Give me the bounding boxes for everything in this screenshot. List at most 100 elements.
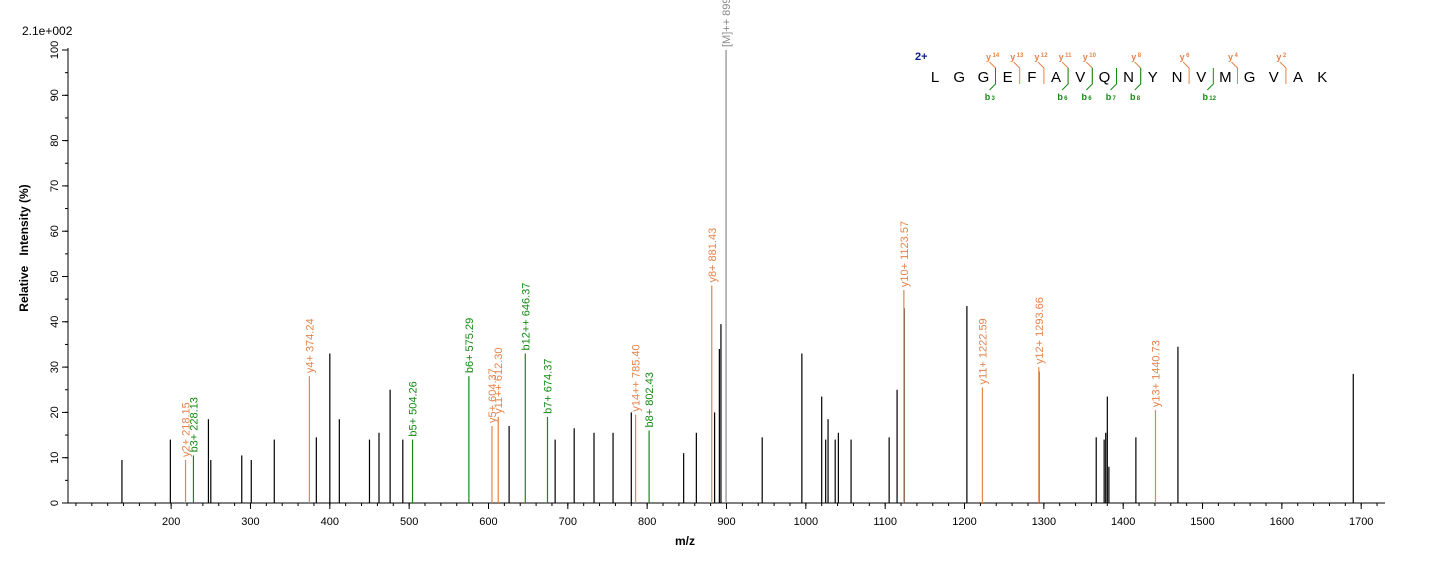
y-tick-label: 10 bbox=[49, 452, 61, 464]
y-axis-title: Relative Intensity (%) bbox=[17, 184, 31, 311]
y-ion-index: 10 bbox=[1089, 53, 1096, 59]
x-tick-label: 1500 bbox=[1190, 516, 1214, 528]
b-ion-tag: b bbox=[985, 92, 991, 102]
y-ion-marker bbox=[1061, 61, 1069, 84]
y-tick-label: 40 bbox=[49, 316, 61, 328]
y-ion-tag: y bbox=[1228, 52, 1233, 62]
y-tick-label: 30 bbox=[49, 361, 61, 373]
x-axis-title: m/z bbox=[675, 534, 695, 548]
sequence-residue: Y bbox=[1148, 69, 1158, 86]
y-tick-label: 70 bbox=[49, 180, 61, 192]
y-tick-label: 80 bbox=[49, 134, 61, 146]
x-tick-label: 1300 bbox=[1032, 516, 1056, 528]
b-ion-index: 8 bbox=[1137, 96, 1141, 102]
sequence-residue: F bbox=[1027, 69, 1036, 86]
b-ion-tag: b bbox=[1203, 92, 1209, 102]
b-ion-label: b12++ 646.37 bbox=[520, 283, 532, 351]
y-ion-index: 14 bbox=[993, 53, 1000, 59]
x-tick-label: 600 bbox=[479, 516, 497, 528]
y-ion-label: y13+ 1440.73 bbox=[1151, 340, 1163, 407]
y-ion-index: 2 bbox=[1283, 53, 1287, 59]
y-ion-tag: y bbox=[1083, 52, 1088, 62]
y-ion-marker bbox=[1279, 61, 1287, 84]
y-ion-label: y10+ 1123.57 bbox=[899, 221, 911, 287]
x-tick-label: 700 bbox=[559, 516, 577, 528]
y-ion-index: 4 bbox=[1235, 53, 1239, 59]
x-tick-label: 400 bbox=[321, 516, 339, 528]
y-tick-label: 90 bbox=[49, 89, 61, 101]
y-ion-index: 12 bbox=[1041, 53, 1048, 59]
sequence-residue: G bbox=[1244, 69, 1256, 86]
peaks bbox=[121, 50, 1354, 503]
x-tick-label: 1000 bbox=[794, 516, 818, 528]
y-ion-index: 13 bbox=[1017, 53, 1024, 59]
b-ion-label: b5+ 504.26 bbox=[408, 381, 420, 436]
sequence-residue: M bbox=[1219, 69, 1232, 86]
peptide-sequence: 2+ L G G E F A V Q N Y N V M G V A Ky 14 y 13 y 12 y 11 y 10 y 8 y 6 y… bbox=[915, 51, 1327, 102]
y-ion-label: y14++ 785.40 bbox=[631, 344, 643, 411]
y-ion-label: y4+ 374.24 bbox=[304, 318, 316, 373]
precursor-label: [M]++ 899.45 bbox=[721, 0, 733, 47]
x-tick-label: 1400 bbox=[1111, 516, 1135, 528]
b-ion-marker bbox=[1206, 68, 1214, 91]
y-ion-tag: y bbox=[1180, 52, 1185, 62]
b-ion-tag: b bbox=[1057, 92, 1063, 102]
x-tick-label: 1100 bbox=[873, 516, 897, 528]
y-ion-tag: y bbox=[1059, 52, 1064, 62]
y-ion-index: 11 bbox=[1065, 53, 1072, 59]
y-ion-tag: y bbox=[1034, 52, 1039, 62]
b-ion-tag: b bbox=[1106, 92, 1112, 102]
sequence-residue: K bbox=[1317, 69, 1327, 86]
y-ion-label: y11++ 612.30 bbox=[493, 347, 505, 413]
x-tick-label: 300 bbox=[241, 516, 259, 528]
y-ion-index: 6 bbox=[1186, 53, 1190, 59]
y-ion-marker bbox=[1013, 61, 1021, 84]
sequence-residue: E bbox=[1003, 69, 1013, 86]
y-ion-marker bbox=[1182, 61, 1190, 84]
y-ion-tag: y bbox=[986, 52, 991, 62]
x-tick-label: 800 bbox=[638, 516, 656, 528]
b-ion-tag: b bbox=[1130, 92, 1136, 102]
b-ion-marker bbox=[1085, 68, 1093, 91]
y-ion-marker bbox=[1231, 61, 1238, 84]
y-tick-label: 100 bbox=[49, 41, 61, 59]
sequence-residue: G bbox=[953, 69, 965, 86]
sequence-residue: N bbox=[1172, 69, 1183, 86]
y-ion-label: y8+ 881.43 bbox=[707, 228, 719, 283]
y-ion-label: y5+ 604.37 bbox=[487, 368, 499, 423]
sequence-residue: G bbox=[978, 69, 990, 86]
b-ion-tag: b bbox=[1082, 92, 1088, 102]
b-ion-index: 3 bbox=[992, 96, 996, 102]
b-ion-marker bbox=[989, 68, 996, 91]
y-ion-index: 8 bbox=[1138, 53, 1142, 59]
b-ion-label: b3+ 228.13 bbox=[188, 397, 200, 452]
y-ion-tag: y bbox=[1276, 52, 1281, 62]
b-ion-label: b7+ 674.37 bbox=[542, 359, 554, 414]
y-ion-marker bbox=[1085, 61, 1093, 84]
sequence-residue: A bbox=[1293, 69, 1303, 86]
y-ion-marker bbox=[989, 61, 996, 84]
sequence-residue: Q bbox=[1099, 69, 1111, 86]
y-ion-label: y2+ 218.15 bbox=[181, 402, 193, 457]
y-ion-label: y11+ 1222.59 bbox=[977, 318, 989, 384]
x-tick-label: 1700 bbox=[1349, 516, 1373, 528]
y-ion-marker bbox=[1037, 61, 1045, 84]
x-tick-label: 500 bbox=[400, 516, 418, 528]
b-ion-index: 12 bbox=[1209, 96, 1216, 102]
b-ion-index: 6 bbox=[1088, 96, 1092, 102]
b-ion-marker bbox=[1134, 68, 1142, 91]
y-tick-label: 20 bbox=[49, 406, 61, 418]
sequence-residue: V bbox=[1196, 69, 1206, 86]
x-tick-label: 1600 bbox=[1270, 516, 1294, 528]
x-tick-label: 1200 bbox=[952, 516, 976, 528]
b-ion-marker bbox=[1110, 68, 1117, 91]
y-ion-tag: y bbox=[1010, 52, 1015, 62]
b-ion-index: 7 bbox=[1113, 96, 1117, 102]
intensity-scale-label: 2.1e+002 bbox=[22, 24, 73, 38]
y-tick-label: 0 bbox=[49, 500, 61, 506]
b-ion-marker bbox=[1061, 68, 1069, 91]
charge-state: 2+ bbox=[915, 51, 928, 63]
b-ion-label: b8+ 802.43 bbox=[644, 372, 656, 427]
